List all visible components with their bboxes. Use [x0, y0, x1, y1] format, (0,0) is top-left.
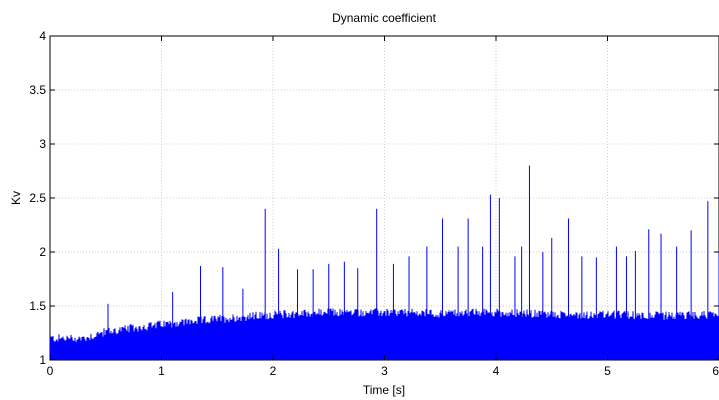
y-tick-label: 1 — [39, 353, 46, 367]
y-tick-label: 3 — [39, 137, 46, 151]
x-tick-label: 2 — [270, 364, 277, 378]
y-tick-label: 1.5 — [29, 299, 46, 313]
x-tick-label: 5 — [604, 364, 611, 378]
y-tick-label: 2.5 — [29, 191, 46, 205]
x-axis-label: Time [s] — [363, 383, 405, 397]
x-tick-label: 6 — [712, 364, 719, 378]
series-band — [50, 321, 719, 360]
x-tick-label: 4 — [493, 364, 500, 378]
series-kv — [49, 165, 719, 360]
y-axis-label: Kv — [9, 191, 23, 205]
gridlines — [50, 36, 719, 360]
y-tick-label: 2 — [39, 245, 46, 259]
x-tick-label: 3 — [381, 364, 388, 378]
y-tick-label: 4 — [39, 29, 46, 43]
chart-title: Dynamic coefficient — [332, 11, 436, 25]
y-ticks: 1 1.5 2 2.5 3 3.5 4 — [29, 29, 719, 367]
y-tick-label: 3.5 — [29, 83, 46, 97]
x-tick-label: 1 — [158, 364, 165, 378]
x-tick-label: 0 — [47, 364, 54, 378]
x-ticks: 0 1 2 3 4 5 6 — [47, 36, 719, 378]
